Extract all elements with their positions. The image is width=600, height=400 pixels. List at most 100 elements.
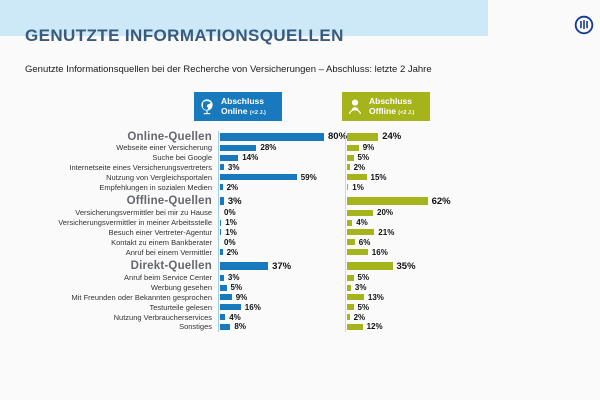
legend-offline-label: Abschluss Offline (<2 J.) [369,95,415,116]
value-label-online: 0% [224,208,236,218]
bar-online [220,262,269,271]
bar-online [220,154,239,161]
bar-online [220,219,222,226]
page-title: GENUTZTE INFORMATIONSQUELLEN [25,26,344,45]
row-label: Anruf bei einem Vermittler [125,247,212,257]
row-label: Testurteile gelesen [149,302,212,312]
bar-online [220,164,224,171]
bar-online [220,274,224,281]
chart-row: Nutzung von Vergleichsportalen 59% 15% [28,172,573,182]
chart-row: Mit Freunden oder Bekannten gesprochen 9%… [28,293,573,303]
row-label: Versicherungsvermittler in meiner Arbeit… [58,218,212,228]
value-label-offline: 5% [357,273,370,283]
bar-online [220,174,297,181]
value-label-offline: 24% [382,131,402,142]
value-label-online: 16% [244,302,261,312]
chart-section-header-row: Online-Quellen 80% 24% [28,130,573,143]
row-label: Empfehlungen in sozialen Medien [99,182,212,192]
top-band [0,0,488,36]
bar-online [220,304,241,311]
value-label-online: 1% [225,218,237,228]
bar-offline [347,144,359,151]
bar-online [220,294,232,301]
bar-offline [347,132,379,141]
value-label-offline: 21% [378,227,395,237]
value-label-online: 59% [300,172,317,182]
bar-offline [347,262,393,271]
value-label-offline: 2% [353,312,366,322]
bar-offline [347,219,353,226]
bar-offline [347,209,373,216]
value-label-offline: 5% [357,302,370,312]
value-label-online: 28% [260,143,277,153]
row-label: Suche bei Google [152,153,212,163]
value-label-online: 4% [229,312,241,322]
chart-row: Versicherungsvermittler in meiner Arbeit… [28,218,573,228]
row-label: Versicherungsvermittler bei mir zu Hause [75,208,212,218]
chart-row: Anruf bei einem Vermittler 2% 16% [28,247,573,257]
row-label: Werbung gesehen [150,283,212,293]
chart-subtitle: Genutzte Informationsquellen bei der Rec… [25,64,432,75]
bar-offline [347,184,349,191]
value-label-offline: 35% [396,260,416,272]
value-label-offline: 20% [377,208,394,218]
chart: Online-Quellen 80% 24% Webseite einer Versi… [28,130,573,335]
chart-row: Versicherungsvermittler bei mir zu Hause… [28,208,573,218]
globe-icon [197,97,217,117]
chart-section-header-row: Direkt-Quellen 37% 35% [28,260,573,273]
value-label-offline: 6% [358,237,371,247]
bar-online [220,323,231,330]
chart-row: Webseite einer Versicherung 28% 9% [28,143,573,153]
row-label: Webseite einer Versicherung [116,143,212,153]
chart-row: Anruf beim Service Center 3% 5% [28,273,573,283]
bar-offline [347,164,350,171]
row-label: Online-Quellen [127,130,212,143]
offline-axis-line [345,131,346,332]
bar-online [220,144,257,151]
value-label-offline: 9% [362,143,375,153]
bar-online [220,249,223,256]
chart-row: Testurteile gelesen 16% 5% [28,302,573,312]
chart-row: Sonstiges 8% 12% [28,322,573,332]
bar-online [220,229,222,236]
legend-online-badge: Abschluss Online (<2 J.) [194,92,282,121]
value-label-offline: 1% [352,182,364,192]
chart-row: Kontakt zu einem Bankberater 0% 6% [28,237,573,247]
value-label-online: 3% [227,195,242,207]
chart-section-header-row: Offline-Quellen 3% 62% [28,195,573,208]
value-label-offline: 16% [371,247,388,257]
chart-row: Besuch einer Vertreter-Agentur 1% 21% [28,228,573,238]
value-label-offline: 3% [354,283,367,293]
value-label-offline: 4% [356,218,368,228]
bar-offline [347,239,355,246]
bar-online [220,132,324,141]
value-label-offline: 15% [370,172,387,182]
value-label-online: 1% [225,227,237,237]
online-axis-line [218,131,219,332]
bar-offline [347,229,375,236]
bar-online [220,284,227,291]
bar-offline [347,249,368,256]
value-label-offline: 5% [357,153,370,163]
chart-row: Empfehlungen in sozialen Medien 2% 1% [28,182,573,192]
value-label-offline: 2% [353,162,366,172]
chart-row: Werbung gesehen 5% 3% [28,283,573,293]
row-label: Besuch einer Vertreter-Agentur [108,227,212,237]
bar-offline [347,154,354,161]
bar-online [220,197,224,206]
value-label-online: 3% [227,273,240,283]
bar-offline [347,294,364,301]
bar-online [220,184,223,191]
value-label-online: 2% [226,182,239,192]
chart-row: Nutzung Verbraucherservices 4% 2% [28,312,573,322]
bar-offline [347,323,363,330]
chart-row: Internetseite eines Versicherungsvertret… [28,163,573,173]
value-label-online: 14% [242,153,259,163]
row-label: Offline-Quellen [126,195,212,208]
row-label: Kontakt zu einem Bankberater [111,237,212,247]
allianz-logo-icon [574,15,594,35]
legend-online-label: Abschluss Online (<2 J.) [221,95,266,116]
value-label-offline: 12% [366,322,383,332]
bar-online [220,314,226,321]
value-label-offline: 13% [367,292,384,302]
